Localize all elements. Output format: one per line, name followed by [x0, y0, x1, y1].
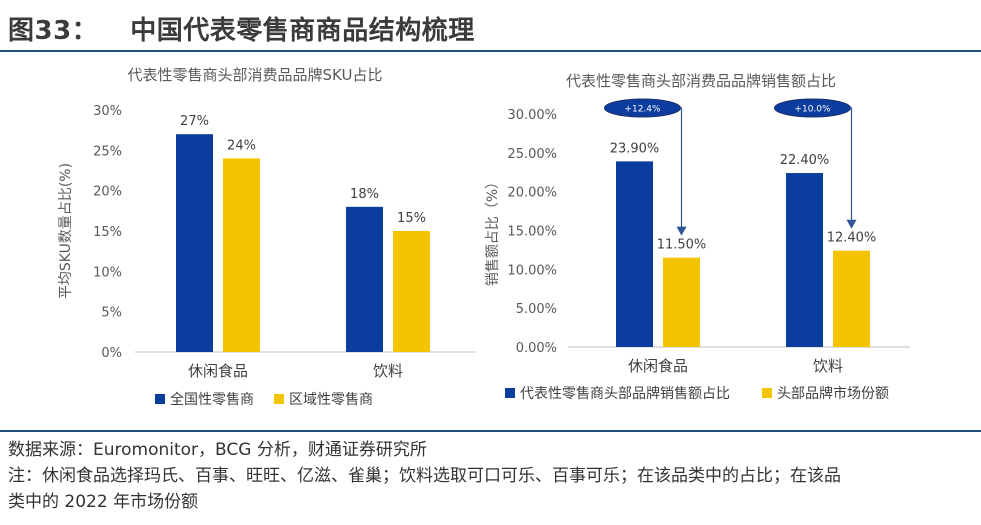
bar — [176, 134, 213, 352]
data-label: 27% — [180, 114, 209, 129]
charts-canvas: 代表性零售商头部消费品品牌SKU占比 0% 5% 10% 15% 20% 25% 30% 平均S… — [58, 66, 910, 408]
bottom-rule — [0, 430, 981, 432]
bar — [616, 161, 653, 347]
figure-number: 图33： — [8, 16, 99, 46]
data-label: 23.90% — [610, 141, 660, 156]
data-label: 12.40% — [827, 231, 877, 246]
data-label: 18% — [350, 187, 379, 202]
footnote-line-1: 注：休闲食品选择玛氏、百事、旺旺、亿滋、雀巢；饮料选取可口可乐、百事可乐；在该品… — [8, 466, 841, 486]
data-label: 15% — [397, 211, 426, 226]
annotation-arrowhead — [846, 219, 857, 229]
x-tick-label: 饮料 — [813, 357, 843, 375]
y-tick-label: 0% — [101, 346, 122, 361]
y-tick-label: 25% — [93, 144, 122, 159]
annotation-label: +10.0% — [794, 105, 831, 115]
bar — [663, 257, 700, 347]
x-tick-label: 休闲食品 — [188, 362, 248, 380]
annotation-arrowhead — [676, 226, 687, 236]
x-tick-label: 休闲食品 — [628, 357, 688, 375]
y-tick-label: 10% — [93, 265, 122, 280]
bar — [786, 173, 823, 347]
legend-label: 代表性零售商头部品牌销售额占比 — [520, 385, 730, 402]
annotation-arrow — [850, 107, 853, 221]
x-tick-label: 饮料 — [373, 362, 403, 380]
bar — [393, 231, 430, 352]
y-tick-label: 5% — [101, 306, 122, 321]
legend-swatch — [505, 388, 515, 398]
data-label: 11.50% — [657, 238, 707, 253]
chart-title: 代表性零售商头部消费品品牌销售额占比 — [566, 72, 836, 90]
chart-sku-share: 代表性零售商头部消费品品牌SKU占比 0% 5% 10% 15% 20% 25% 30% 平均S… — [58, 66, 475, 408]
y-axis-label: 平均SKU数量占比(%) — [58, 163, 74, 299]
figure-title: 图33： 中国代表零售商商品结构梳理 — [8, 10, 475, 47]
legend-swatch — [762, 388, 772, 398]
y-tick-label: 30% — [93, 104, 122, 119]
legend-swatch — [274, 394, 284, 404]
y-tick-label: 15.00% — [507, 225, 557, 240]
y-tick-label: 15% — [93, 225, 122, 240]
legend-label: 头部品牌市场份额 — [777, 385, 889, 402]
y-axis-label: 销售额占比（%） — [485, 175, 501, 286]
top-rule — [0, 50, 981, 52]
y-tick-label: 25.00% — [507, 147, 557, 162]
chart-title: 代表性零售商头部消费品品牌SKU占比 — [128, 66, 383, 84]
figure-title-text: 中国代表零售商商品结构梳理 — [130, 16, 475, 46]
legend-label: 全国性零售商 — [170, 391, 254, 408]
y-tick-label: 0.00% — [516, 341, 557, 356]
notes: 数据来源：Euromonitor，BCG 分析，财通证券研究所 注：休闲食品选择… — [8, 437, 973, 515]
legend-swatch — [155, 394, 165, 404]
annotation-label: +12.4% — [624, 105, 661, 115]
annotation-arrow — [680, 107, 683, 228]
bar — [223, 158, 260, 352]
footnote-line-2: 类中的 2022 年市场份额 — [8, 492, 199, 512]
legend-label: 区域性零售商 — [289, 392, 373, 408]
source-note: 数据来源：Euromonitor，BCG 分析，财通证券研究所 — [8, 440, 427, 460]
data-label: 24% — [227, 138, 256, 153]
data-label: 22.40% — [780, 153, 830, 168]
bar — [833, 250, 870, 347]
bar — [346, 206, 383, 352]
y-tick-label: 20.00% — [507, 186, 557, 201]
y-tick-label: 5.00% — [516, 302, 557, 317]
chart-sales-share: 代表性零售商头部消费品品牌销售额占比 0.00% 5.00% 10.00% 15.00%… — [485, 72, 910, 402]
y-tick-label: 20% — [93, 185, 122, 200]
y-tick-label: 30.00% — [507, 108, 557, 123]
y-tick-label: 10.00% — [507, 263, 557, 278]
